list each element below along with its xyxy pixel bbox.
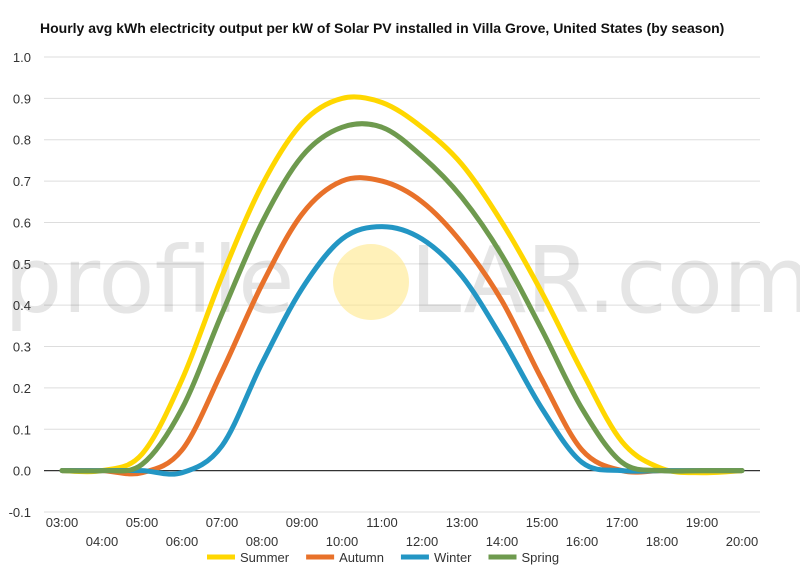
legend-item-autumn: Autumn bbox=[306, 550, 384, 565]
x-tick-label: 08:00 bbox=[246, 534, 279, 549]
x-axis: 03:00 04:00 05:00 06:00 07:00 08:00 09:00 10:00… bbox=[46, 515, 759, 549]
x-tick-label: 09:00 bbox=[286, 515, 319, 530]
y-tick-label: 0.0 bbox=[13, 464, 31, 479]
x-tick-label: 19:00 bbox=[686, 515, 719, 530]
y-tick-label: 0.9 bbox=[13, 91, 31, 106]
series-lines bbox=[59, 94, 745, 477]
y-tick-label: -0.1 bbox=[9, 505, 31, 520]
y-tick-label: 0.4 bbox=[13, 298, 31, 313]
y-tick-label: 0.3 bbox=[13, 340, 31, 355]
x-tick-label: 03:00 bbox=[46, 515, 79, 530]
chart-title: Hourly avg kWh electricity output per kW… bbox=[40, 20, 724, 36]
series-line-summer bbox=[59, 94, 745, 476]
watermark-logo: profile LAR.com bbox=[4, 227, 800, 334]
watermark-text-right: LAR.com bbox=[410, 227, 800, 334]
legend-label: Winter bbox=[434, 550, 472, 565]
x-tick-label: 12:00 bbox=[406, 534, 439, 549]
y-tick-label: 0.1 bbox=[13, 422, 31, 437]
x-tick-label: 17:00 bbox=[606, 515, 639, 530]
y-tick-label: 0.7 bbox=[13, 174, 31, 189]
x-tick-label: 15:00 bbox=[526, 515, 559, 530]
x-tick-label: 10:00 bbox=[326, 534, 359, 549]
series-line-winter bbox=[59, 224, 745, 477]
legend-item-spring: Spring bbox=[488, 550, 560, 565]
x-tick-label: 11:00 bbox=[366, 515, 398, 530]
y-tick-label: 1.0 bbox=[13, 50, 31, 65]
x-tick-label: 16:00 bbox=[566, 534, 599, 549]
legend-label: Autumn bbox=[339, 550, 384, 565]
x-tick-label: 20:00 bbox=[726, 534, 759, 549]
y-tick-label: 0.2 bbox=[13, 381, 31, 396]
y-axis: 1.0 0.9 0.8 0.7 0.6 0.5 0.4 0.3 0.2 0.1 0.0 -0.1 bbox=[9, 50, 31, 520]
y-tick-label: 0.5 bbox=[13, 257, 31, 272]
x-tick-label: 18:00 bbox=[646, 534, 679, 549]
legend: Summer Autumn Winter Spring bbox=[207, 550, 559, 565]
x-tick-label: 07:00 bbox=[206, 515, 239, 530]
x-tick-label: 04:00 bbox=[86, 534, 119, 549]
x-tick-label: 14:00 bbox=[486, 534, 519, 549]
x-tick-label: 13:00 bbox=[446, 515, 479, 530]
sun-icon bbox=[333, 244, 409, 320]
legend-label: Summer bbox=[240, 550, 290, 565]
series-line-spring bbox=[59, 121, 745, 474]
legend-item-winter: Winter bbox=[400, 550, 472, 565]
y-tick-label: 0.8 bbox=[13, 133, 31, 148]
x-tick-label: 05:00 bbox=[126, 515, 159, 530]
legend-item-summer: Summer bbox=[207, 550, 290, 565]
legend-label: Spring bbox=[522, 550, 560, 565]
x-tick-label: 06:00 bbox=[166, 534, 199, 549]
y-tick-label: 0.6 bbox=[13, 215, 31, 230]
